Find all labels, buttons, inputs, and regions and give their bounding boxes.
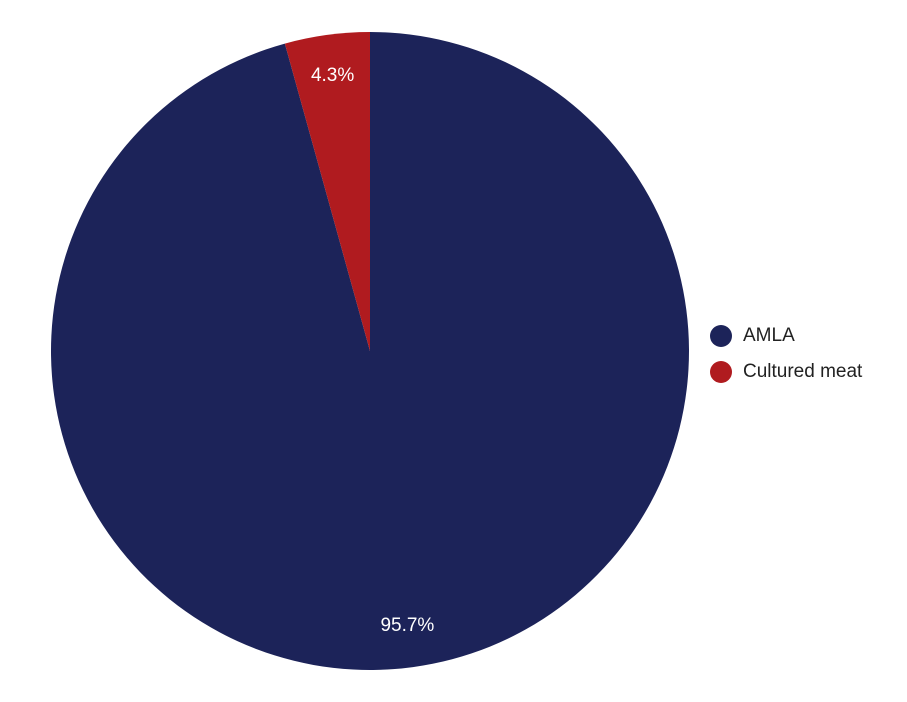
pie-slice-labels: 95.7% 4.3% (311, 65, 434, 636)
legend-swatch-cultured-meat (710, 361, 732, 383)
legend-label-amla: AMLA (743, 325, 795, 346)
legend-swatch-amla (710, 325, 732, 347)
pie-slices (51, 32, 690, 671)
slice-label-amla: 95.7% (380, 615, 434, 636)
pie-slice-cultured-meat[interactable] (284, 32, 370, 351)
pie-slice-amla[interactable] (51, 32, 690, 671)
slice-label-cultured-meat: 4.3% (311, 65, 354, 86)
legend-item-amla[interactable]: AMLA (710, 318, 862, 354)
legend: AMLA Cultured meat (710, 318, 862, 390)
legend-label-cultured-meat: Cultured meat (743, 361, 863, 382)
legend-item-cultured-meat[interactable]: Cultured meat (710, 354, 862, 390)
